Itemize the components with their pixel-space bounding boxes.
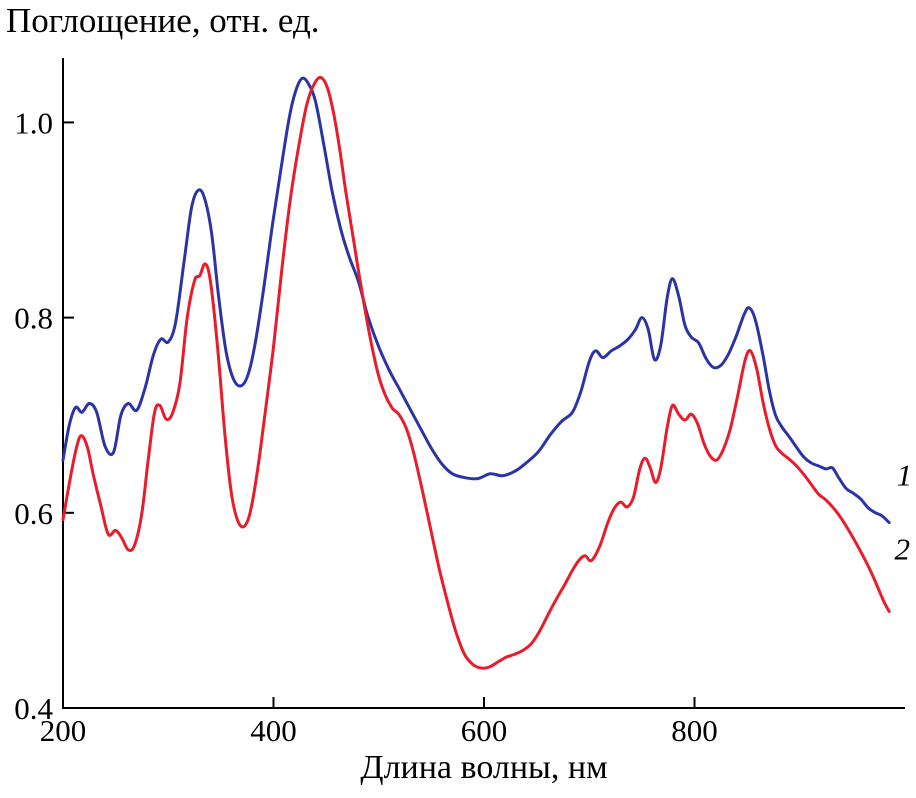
y-tick-label: 0.6	[14, 496, 53, 531]
y-tick-label: 0.4	[14, 691, 53, 726]
x-tick-label: 200	[40, 713, 87, 748]
y-tick-label: 1.0	[14, 105, 53, 140]
y-axis-title: Поглощение, отн. ед.	[6, 1, 320, 40]
x-tick-label: 400	[250, 713, 297, 748]
series-label-2: 2	[894, 532, 910, 567]
x-tick-label: 600	[461, 713, 508, 748]
axes	[62, 58, 905, 709]
series-curve-1	[61, 76, 891, 525]
series-label-1: 1	[897, 457, 913, 492]
x-tick-label: 800	[671, 713, 718, 748]
y-tick-label: 0.8	[14, 301, 53, 336]
series-curve-2	[61, 75, 891, 670]
x-axis-title: Длина волны, нм	[360, 749, 608, 786]
